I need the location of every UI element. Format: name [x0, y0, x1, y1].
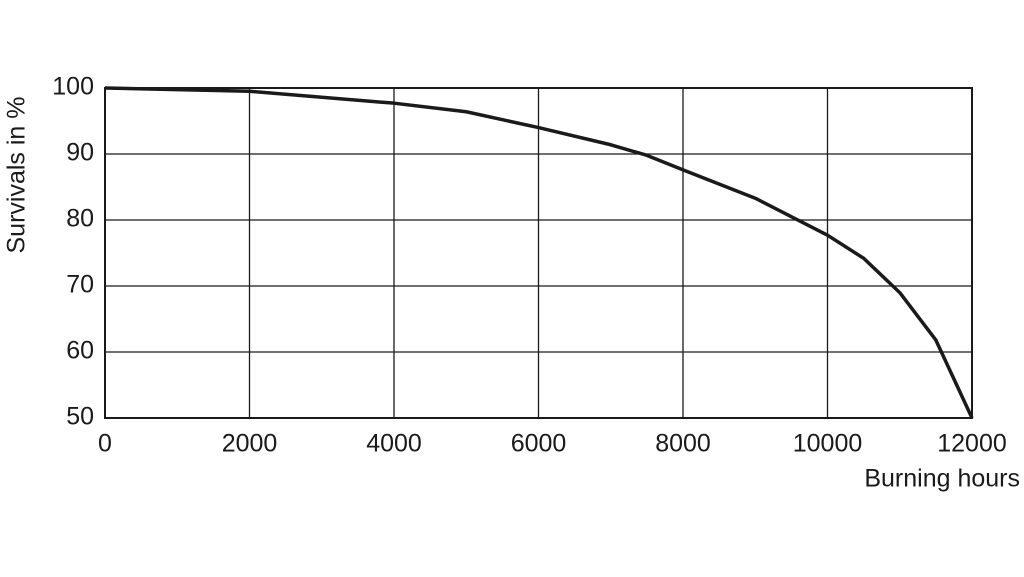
plot-border — [104, 87, 973, 419]
y-tick-label: 70 — [66, 271, 94, 299]
y-tick-label: 80 — [66, 205, 94, 233]
x-axis-label: Burning hours — [864, 465, 1020, 493]
x-tick-label: 0 — [98, 430, 112, 458]
x-tick-label: 12000 — [937, 430, 1007, 458]
x-tick-label: 8000 — [655, 430, 711, 458]
x-tick-label: 4000 — [366, 430, 422, 458]
y-tick-label: 50 — [66, 403, 94, 431]
x-tick-label: 2000 — [222, 430, 278, 458]
x-tick-label: 6000 — [511, 430, 567, 458]
y-tick-label: 100 — [52, 73, 94, 101]
x-tick-label: 10000 — [793, 430, 863, 458]
line — [104, 86, 974, 419]
y-axis-label: Survivals in % — [3, 97, 31, 254]
y-tick-label: 60 — [66, 337, 94, 365]
y-tick-label: 90 — [66, 139, 94, 167]
